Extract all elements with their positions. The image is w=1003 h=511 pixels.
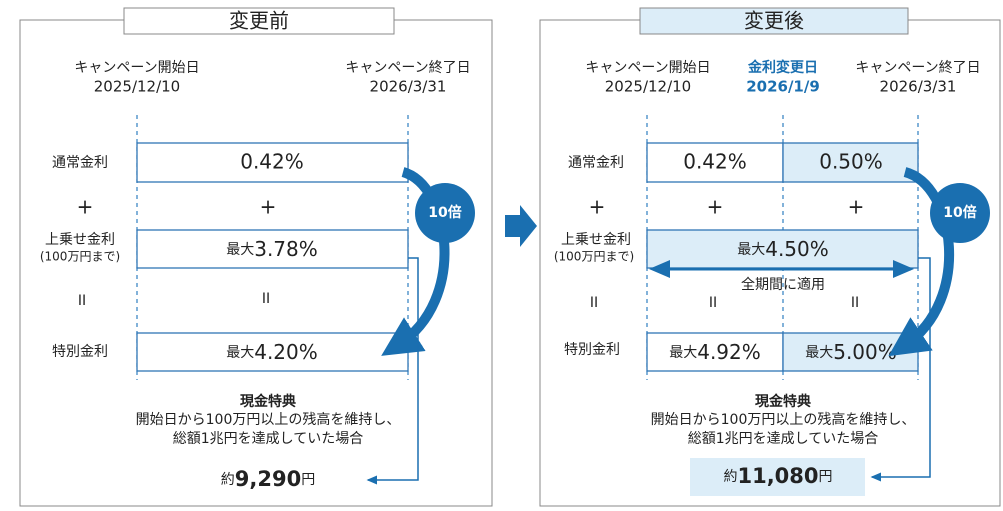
connector xyxy=(366,257,419,485)
rate: 最大4.50% xyxy=(737,237,829,261)
benefit-line: 開始日から100万円以上の残高を維持し、 xyxy=(651,411,916,428)
rate: 0.50% xyxy=(819,150,883,174)
row-label: 特別金利 xyxy=(52,344,108,360)
title-tab xyxy=(639,7,909,35)
rate-box xyxy=(646,332,784,372)
rate: 0.42% xyxy=(683,150,747,174)
plus: + xyxy=(77,195,94,219)
rate: 最大4.20% xyxy=(226,340,318,364)
start-date: 2025/12/10 xyxy=(605,78,691,96)
transition-arrow xyxy=(505,205,537,247)
benefit-amount: 約9,290円 xyxy=(221,467,315,491)
equals: II xyxy=(709,295,717,311)
title-tab xyxy=(123,7,395,35)
rate-value: 4.50% xyxy=(765,237,829,261)
benefit-line: 総額1兆円を達成していた場合 xyxy=(173,431,364,447)
rate-prefix: 最大 xyxy=(805,345,833,361)
row-note: (100万円まで) xyxy=(554,250,634,264)
rate: 0.42% xyxy=(240,150,304,174)
row-label: 特別金利 xyxy=(564,342,620,358)
amount: 11,080 xyxy=(737,464,818,488)
rate-value: 5.00% xyxy=(833,340,897,364)
amount-prefix: 約 xyxy=(723,469,737,485)
amount: 9,290 xyxy=(235,467,301,491)
row-note: (100万円まで) xyxy=(40,250,120,264)
equals: II xyxy=(590,295,598,311)
rate-prefix: 最大 xyxy=(226,242,254,258)
rate-box xyxy=(782,142,919,183)
rate-prefix: 最大 xyxy=(737,242,765,258)
start-date: 2025/12/10 xyxy=(94,78,180,96)
scope-label: 全期間に適用 xyxy=(741,276,825,293)
connector xyxy=(870,257,931,482)
plus: + xyxy=(707,195,724,219)
rate: 最大3.78% xyxy=(226,237,318,261)
rate-box xyxy=(136,142,409,183)
rate-box xyxy=(136,229,409,269)
amount-prefix: 約 xyxy=(221,472,235,488)
rate-prefix: 最大 xyxy=(226,345,254,361)
rate: 最大5.00% xyxy=(805,340,897,364)
benefit-amount: 約11,080円 xyxy=(723,464,832,488)
benefit-title: 現金特典 xyxy=(240,393,296,410)
equals: II xyxy=(262,291,270,307)
rate-box xyxy=(136,332,409,372)
amount-unit: 円 xyxy=(301,472,315,488)
equals: II xyxy=(78,293,86,309)
start-label: キャンペーン開始日 xyxy=(585,60,710,76)
plus: + xyxy=(589,195,606,219)
multiplier-badge xyxy=(930,183,990,243)
multiplier-arrow xyxy=(888,167,954,357)
equals: II xyxy=(851,295,859,311)
benefit-line: 総額1兆円を達成していた場合 xyxy=(688,431,879,447)
rate-value: 3.78% xyxy=(254,237,318,261)
multiplier: 10倍 xyxy=(428,204,461,221)
plus: + xyxy=(848,195,865,219)
multiplier-arrow xyxy=(381,167,450,356)
start-label: キャンペーン開始日 xyxy=(74,60,199,76)
change-label: 金利変更日 xyxy=(747,59,818,76)
panel-title: 変更後 xyxy=(744,9,804,33)
benefit-line: 開始日から100万円以上の残高を維持し、 xyxy=(136,411,401,428)
amount-unit: 円 xyxy=(819,469,833,485)
benefit-title: 現金特典 xyxy=(755,393,811,410)
end-label: キャンペーン終了日 xyxy=(345,60,470,76)
end-label: キャンペーン終了日 xyxy=(855,60,980,76)
multiplier-badge xyxy=(415,183,475,243)
amount-box xyxy=(690,458,865,496)
row-label: 上乗せ金利 xyxy=(561,232,631,248)
change-date: 2026/1/9 xyxy=(746,78,820,96)
rate-value: 4.20% xyxy=(254,340,318,364)
rate-prefix: 最大 xyxy=(669,345,697,361)
end-date: 2026/3/31 xyxy=(880,78,957,96)
multiplier: 10倍 xyxy=(943,204,976,221)
end-date: 2026/3/31 xyxy=(370,78,447,96)
panel-title: 変更前 xyxy=(229,9,289,33)
row-label: 通常金利 xyxy=(52,155,108,171)
plus: + xyxy=(260,195,277,219)
row-label: 上乗せ金利 xyxy=(45,232,115,248)
rate: 最大4.92% xyxy=(669,340,761,364)
row-label: 通常金利 xyxy=(568,155,624,171)
rate-value: 4.92% xyxy=(697,340,761,364)
